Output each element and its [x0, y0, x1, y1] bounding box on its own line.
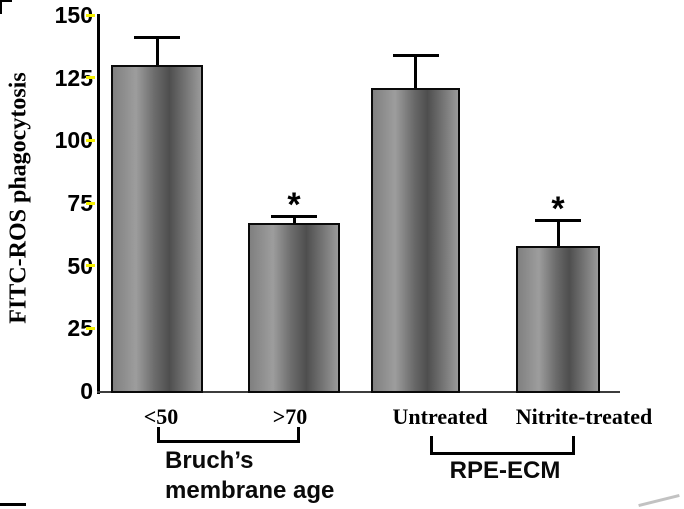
- error-bar-cap: [271, 215, 317, 219]
- bar-2: [248, 223, 340, 393]
- error-bar-cap: [535, 219, 581, 223]
- group-bracket: [157, 427, 300, 443]
- y-tick-label: 50: [67, 252, 93, 279]
- error-bar-stem: [155, 37, 159, 68]
- y-tick-label: 150: [54, 2, 93, 28]
- y-tick-label: 125: [54, 64, 93, 91]
- y-tick-mark: [86, 13, 95, 17]
- x-category-label: <50: [143, 404, 179, 429]
- left-border-artifact: [0, 0, 2, 14]
- error-bar-stem: [292, 216, 296, 226]
- error-bar-cap: [392, 53, 439, 57]
- bottom-right-smudge-artifact: [638, 493, 680, 508]
- y-tick-label: 0: [80, 378, 93, 404]
- group-label: Bruch’s membrane age: [165, 447, 335, 504]
- bar-1: [111, 65, 203, 393]
- error-bar-stem: [414, 55, 417, 90]
- error-bar-cap: [134, 36, 180, 40]
- error-bar-stem: [556, 220, 560, 248]
- bar-4: [516, 245, 600, 393]
- y-tick-mark: [86, 264, 95, 268]
- significance-asterisk: *: [551, 189, 565, 228]
- x-category-label: >70: [272, 404, 308, 429]
- y-tick-mark: [86, 76, 95, 80]
- significance-asterisk: *: [287, 185, 301, 224]
- y-axis-line: [97, 14, 100, 394]
- group-label: RPE-ECM: [449, 457, 561, 484]
- bottom-left-border-artifact: [0, 503, 26, 506]
- x-axis-line: [97, 391, 620, 393]
- x-category-label: Untreated: [392, 404, 488, 429]
- y-tick-label: 100: [54, 127, 93, 154]
- y-tick-mark: [86, 326, 95, 330]
- y-tick-mark: [86, 138, 95, 142]
- top-left-border-artifact: [0, 0, 12, 2]
- x-category-label: Nitrite-treated: [515, 404, 653, 429]
- y-tick-label: 25: [67, 315, 93, 342]
- y-tick-mark: [86, 201, 95, 205]
- y-tick-label: 75: [67, 190, 93, 216]
- bar-3: [371, 87, 460, 393]
- group-bracket: [430, 436, 575, 455]
